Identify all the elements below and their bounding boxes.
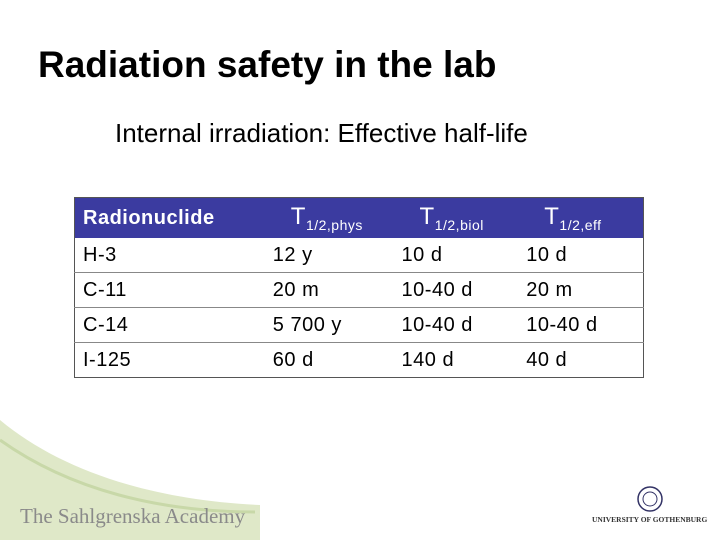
header-main: T <box>419 203 435 231</box>
column-header: Radionuclide <box>74 197 265 238</box>
header-subscript: 1/2,biol <box>434 216 484 233</box>
table-cell: H-3 <box>83 243 117 266</box>
table-cell: 10 d <box>401 243 443 266</box>
table-cell: 140 d <box>393 342 519 378</box>
title: Radiation safety in the lab <box>38 44 497 85</box>
subtitle: Internal irradiation: Effective half-lif… <box>115 118 528 148</box>
table-row: C-14 5 700 y 10-40 d 10-40 d <box>74 307 644 343</box>
table-cell: 60 d <box>264 342 394 378</box>
table-cell: 10-40 d <box>518 307 644 343</box>
header-subscript: 1/2,eff <box>559 216 602 233</box>
column-header: T1/2,biol <box>393 197 519 238</box>
table-cell: C-14 <box>74 307 265 343</box>
column-header: T1/2,eff <box>518 197 644 238</box>
footer-left: The Sahlgrenska Academy <box>20 504 246 528</box>
table-cell: 10-40 d <box>393 272 519 308</box>
half-life-table: Radionuclide T1/2,phys T1/2,biol T1/2,eff H… <box>74 197 644 378</box>
header-subscript: 1/2,phys <box>305 216 363 233</box>
table-cell: C-11 <box>74 272 265 308</box>
header-main: T <box>544 203 560 231</box>
table-row: H-3 12 y 10 d 10 d <box>75 238 644 273</box>
header-main: Radionuclide <box>83 206 215 229</box>
header-row: Radionuclide T1/2,phys T1/2,biol T1/2,eff <box>74 197 644 238</box>
footer-right: UNIVERSITY OF GOTHENBURG <box>592 515 708 524</box>
table-cell: 20 m <box>518 272 644 308</box>
column-header: T1/2,phys <box>264 197 394 238</box>
table-cell: 40 d <box>518 342 644 378</box>
table-cell: 20 m <box>264 272 394 308</box>
table-cell: 5 700 y <box>264 307 394 343</box>
table-row: I-125 60 d 140 d 40 d <box>74 342 644 378</box>
green-stroke <box>0 438 256 514</box>
table-cell: 12 y <box>272 243 313 266</box>
university-seal <box>637 486 663 512</box>
university-seal-inner <box>642 491 658 507</box>
header-main: T <box>290 203 306 231</box>
table-cell: 10 d <box>526 243 568 266</box>
table-cell: 10-40 d <box>393 307 519 343</box>
table-row: C-11 20 m 10-40 d 20 m <box>74 272 644 308</box>
table-cell: I-125 <box>74 342 265 378</box>
